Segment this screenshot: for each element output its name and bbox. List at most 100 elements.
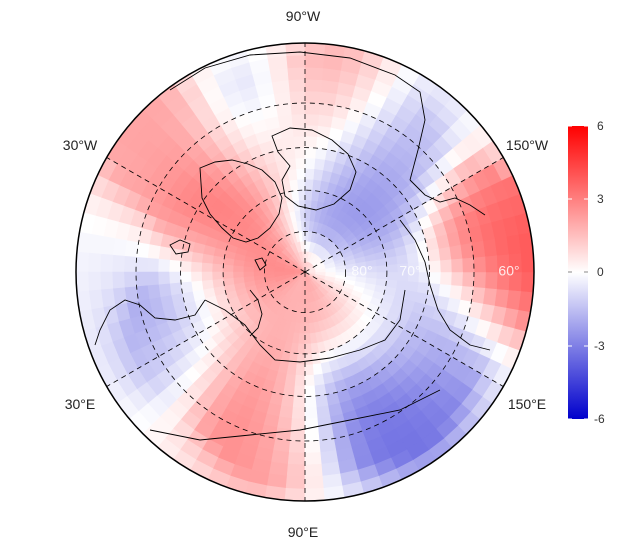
meridian-line (304, 157, 504, 273)
anomaly-cell (147, 271, 160, 287)
anomaly-field (76, 43, 534, 501)
anomaly-cell (482, 238, 497, 257)
anomaly-cell (201, 262, 214, 273)
anomaly-cell (296, 353, 306, 365)
anomaly-cell (304, 395, 318, 408)
anomaly-cell (202, 253, 215, 265)
anomaly-cell (461, 256, 475, 273)
anomaly-cell (304, 67, 324, 81)
anomaly-cell (320, 449, 339, 464)
anomaly-cell (191, 271, 203, 283)
anomaly-cell (124, 240, 139, 258)
anomaly-cell (180, 260, 193, 273)
anomaly-cell (301, 301, 306, 313)
anomaly-cell (428, 271, 441, 285)
anomaly-cell (313, 158, 326, 171)
anomaly-cell (304, 463, 324, 477)
lat-label-60: 60° (498, 263, 519, 279)
anomaly-cell (124, 271, 137, 289)
anomaly-cell (311, 179, 322, 192)
anomaly-cell (169, 259, 182, 273)
anomaly-cell (304, 342, 313, 355)
colorbar: 6 3 0 -3 -6 (568, 119, 605, 426)
latitude-circle (135, 102, 475, 442)
anomaly-cell (482, 287, 497, 306)
anomaly-cell (304, 363, 315, 376)
novaya-zemlya-coast (249, 289, 263, 337)
coastlines (94, 51, 491, 441)
anomaly-cell (136, 285, 151, 302)
anomaly-cell (315, 394, 329, 408)
anomaly-cell (212, 255, 225, 266)
anomaly-cell (304, 475, 325, 489)
latitude-circle (180, 147, 430, 397)
anomaly-cell (271, 80, 290, 95)
graticule (106, 43, 504, 501)
anomaly-cell (395, 279, 408, 291)
anomaly-cell (286, 362, 298, 375)
anomaly-cell (290, 417, 306, 430)
anomaly-cell (284, 487, 306, 501)
anomaly-cell (484, 254, 498, 273)
anomaly-cell (304, 487, 326, 501)
anomaly-cell (450, 257, 463, 273)
anomaly-cell (277, 415, 293, 430)
anomaly-cell (386, 271, 398, 281)
anomaly-cell (304, 136, 318, 149)
colorbar-label-0: 0 (597, 265, 604, 279)
anomaly-cell (448, 284, 463, 300)
anomaly-cell (317, 415, 333, 430)
anomaly-cell (112, 254, 126, 273)
longitude-labels: 90°W 30°W 150°W 30°E 150°E 90°E (63, 8, 549, 540)
anomaly-cell (147, 284, 162, 300)
anomaly-cell (304, 114, 320, 127)
anomaly-cell (310, 190, 320, 202)
lat-label-80: 80° (351, 263, 372, 279)
anomaly-cell (315, 136, 329, 150)
anomaly-cell (385, 278, 398, 289)
anomaly-cell (285, 55, 306, 69)
anomaly-cell (314, 147, 327, 161)
central-asia-border (149, 389, 441, 441)
anomaly-cell (317, 114, 333, 129)
anomaly-cell (158, 271, 171, 286)
meridian-line (106, 271, 306, 387)
alaska-coast (409, 179, 486, 216)
svalbard-coast (254, 257, 267, 271)
anomaly-cell (169, 271, 182, 285)
anomaly-cell (293, 384, 306, 397)
meridian-line (304, 271, 504, 387)
anomaly-cell (169, 282, 183, 296)
eurasia-north-coast (204, 289, 406, 363)
colorbar-gradient (568, 126, 588, 419)
anomaly-cell (439, 258, 452, 273)
anomaly-cell (288, 440, 306, 453)
anomaly-cell (281, 136, 295, 150)
anomaly-cell (375, 264, 388, 273)
anomaly-cell (386, 263, 398, 273)
anomaly-cell (264, 268, 276, 273)
anomaly-cell (287, 79, 306, 93)
anomaly-cell (316, 404, 331, 419)
canadian-archipelago-coast (271, 127, 357, 211)
colorbar-label-6: 6 (597, 119, 604, 133)
anomaly-cell (112, 271, 126, 290)
anomaly-cell (158, 246, 173, 261)
anomaly-cell (222, 271, 235, 280)
anomaly-cell (304, 200, 312, 212)
anomaly-cell (439, 271, 452, 286)
anomaly-cell (223, 257, 235, 267)
anomaly-cell (76, 271, 90, 293)
anomaly-cell (135, 256, 149, 273)
anomaly-cell (291, 125, 306, 138)
anomaly-cell (281, 394, 295, 408)
anomaly-cell (448, 244, 463, 260)
anomaly-cell (100, 253, 114, 273)
lon-label-90e: 90°E (288, 524, 319, 540)
anomaly-cell (304, 261, 308, 273)
anomaly-cell (304, 353, 314, 365)
anomaly-cell (304, 79, 323, 93)
anomaly-cell (300, 312, 306, 324)
iceland-coast (169, 239, 191, 255)
